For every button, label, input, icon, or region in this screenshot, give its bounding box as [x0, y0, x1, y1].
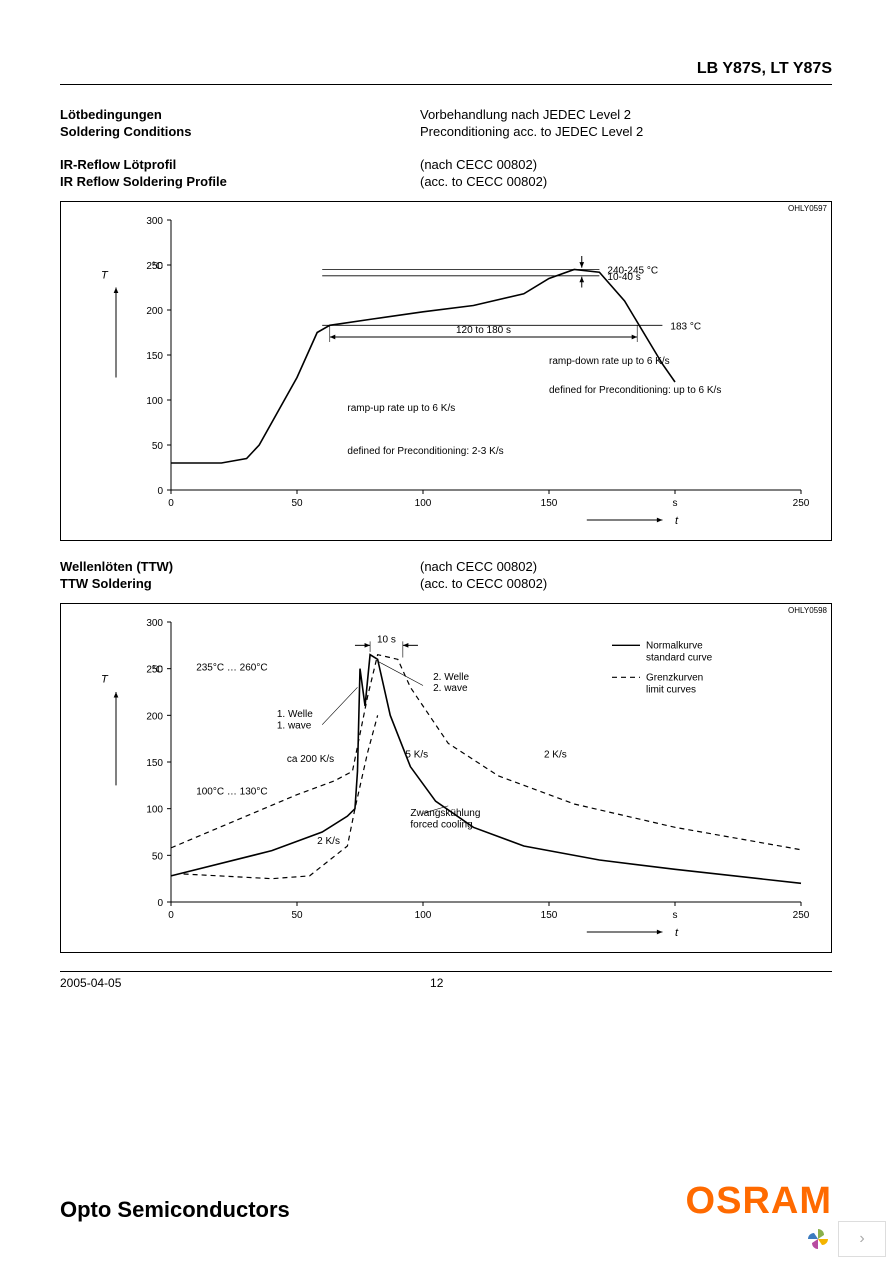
brand-left: Opto Semiconductors — [60, 1197, 290, 1223]
svg-text:50: 50 — [291, 498, 303, 509]
svg-text:0: 0 — [157, 486, 163, 497]
svg-text:100: 100 — [415, 910, 432, 921]
svg-text:forced cooling: forced cooling — [410, 819, 472, 830]
section3-en: TTW Soldering (acc. to CECC 00802) — [60, 576, 832, 591]
section1-en: Soldering Conditions Preconditioning acc… — [60, 124, 832, 139]
svg-text:Normalkurve: Normalkurve — [646, 640, 703, 651]
svg-text:300: 300 — [146, 216, 163, 227]
svg-text:limit curves: limit curves — [646, 684, 696, 695]
section3-en-label: TTW Soldering — [60, 576, 420, 591]
svg-text:Grenzkurven: Grenzkurven — [646, 672, 703, 683]
svg-text:100°C … 130°C: 100°C … 130°C — [196, 787, 267, 798]
svg-text:ramp-up rate up to 6 K/s: ramp-up rate up to 6 K/s — [347, 403, 455, 414]
chart1-svg: 050100150200250300°C050100150s250Tt240-2… — [61, 202, 831, 540]
svg-text:1. Welle: 1. Welle — [277, 709, 313, 720]
svg-text:t: t — [675, 515, 679, 527]
section1-de-text: Vorbehandlung nach JEDEC Level 2 — [420, 107, 832, 122]
brand-right: OSRAM — [686, 1180, 832, 1223]
svg-text:0: 0 — [168, 498, 174, 509]
svg-text:t: t — [675, 927, 679, 939]
svg-text:150: 150 — [541, 910, 558, 921]
svg-text:250: 250 — [793, 498, 810, 509]
svg-text:10-40 s: 10-40 s — [607, 272, 640, 283]
section2-de-text: (nach CECC 00802) — [420, 157, 832, 172]
section3-en-text: (acc. to CECC 00802) — [420, 576, 832, 591]
svg-text:150: 150 — [146, 758, 163, 769]
footer-date: 2005-04-05 — [60, 976, 121, 990]
svg-text:standard curve: standard curve — [646, 652, 713, 663]
svg-text:T: T — [101, 674, 109, 686]
section3-de-label: Wellenlöten (TTW) — [60, 559, 420, 574]
svg-text:°C: °C — [152, 665, 163, 676]
svg-text:°C: °C — [152, 261, 163, 272]
svg-text:200: 200 — [146, 711, 163, 722]
footer-page: 12 — [430, 976, 443, 990]
footer-spacer — [752, 976, 832, 990]
bottom-rule — [60, 971, 832, 972]
top-rule — [60, 84, 832, 85]
chart2-svg: 050100150200250300°C050100150s250Tt10 sN… — [61, 604, 831, 952]
petal-icon — [800, 1221, 836, 1257]
svg-text:183 °C: 183 °C — [670, 321, 701, 332]
section1-de: Lötbedingungen Vorbehandlung nach JEDEC … — [60, 107, 832, 122]
svg-text:200: 200 — [146, 306, 163, 317]
svg-text:250: 250 — [793, 910, 810, 921]
svg-text:10 s: 10 s — [377, 634, 396, 645]
svg-text:T: T — [101, 270, 109, 282]
section2-en: IR Reflow Soldering Profile (acc. to CEC… — [60, 174, 832, 189]
svg-text:5 K/s: 5 K/s — [405, 749, 428, 760]
section1-en-text: Preconditioning acc. to JEDEC Level 2 — [420, 124, 832, 139]
section2-de: IR-Reflow Lötprofil (nach CECC 00802) — [60, 157, 832, 172]
svg-text:2. wave: 2. wave — [433, 683, 468, 694]
svg-text:Zwangskühlung: Zwangskühlung — [410, 808, 480, 819]
page-title: LB Y87S, LT Y87S — [60, 60, 832, 78]
svg-text:s: s — [673, 910, 678, 921]
svg-text:2 K/s: 2 K/s — [544, 749, 567, 760]
svg-text:100: 100 — [146, 805, 163, 816]
section3-de: Wellenlöten (TTW) (nach CECC 00802) — [60, 559, 832, 574]
section3-de-text: (nach CECC 00802) — [420, 559, 832, 574]
section2-de-label: IR-Reflow Lötprofil — [60, 157, 420, 172]
svg-text:150: 150 — [146, 351, 163, 362]
svg-text:50: 50 — [152, 441, 164, 452]
svg-text:defined for Preconditioning: 2: defined for Preconditioning: 2-3 K/s — [347, 446, 503, 457]
svg-text:235°C … 260°C: 235°C … 260°C — [196, 663, 267, 674]
svg-text:0: 0 — [168, 910, 174, 921]
chart1-ref: OHLY0597 — [788, 204, 827, 213]
svg-text:150: 150 — [541, 498, 558, 509]
chart2-ref: OHLY0598 — [788, 606, 827, 615]
svg-text:1. wave: 1. wave — [277, 720, 312, 731]
section2-en-text: (acc. to CECC 00802) — [420, 174, 832, 189]
svg-text:0: 0 — [157, 898, 163, 909]
section1-de-label: Lötbedingungen — [60, 107, 420, 122]
svg-text:100: 100 — [146, 396, 163, 407]
svg-text:2. Welle: 2. Welle — [433, 672, 469, 683]
svg-text:defined for Preconditioning: u: defined for Preconditioning: up to 6 K/s — [549, 385, 721, 396]
svg-text:50: 50 — [152, 851, 164, 862]
section1-en-label: Soldering Conditions — [60, 124, 420, 139]
svg-text:s: s — [673, 498, 678, 509]
svg-text:ramp-down rate up to 6 K/s: ramp-down rate up to 6 K/s — [549, 356, 670, 367]
svg-text:ca 200 K/s: ca 200 K/s — [287, 754, 334, 765]
chart1-container: OHLY0597 050100150200250300°C050100150s2… — [60, 201, 832, 541]
svg-text:2 K/s: 2 K/s — [317, 836, 340, 847]
brand-row: Opto Semiconductors OSRAM — [60, 1180, 832, 1223]
svg-text:50: 50 — [291, 910, 303, 921]
section2-en-label: IR Reflow Soldering Profile — [60, 174, 420, 189]
svg-text:300: 300 — [146, 618, 163, 629]
svg-text:100: 100 — [415, 498, 432, 509]
footer-row: 2005-04-05 12 — [60, 976, 832, 990]
chevron-right-icon[interactable]: › — [838, 1221, 886, 1257]
svg-text:120 to 180 s: 120 to 180 s — [456, 325, 511, 336]
chart2-container: OHLY0598 0 50 100 150 200 250 300 °C 0 50 100 150 s 2… — [60, 603, 832, 953]
